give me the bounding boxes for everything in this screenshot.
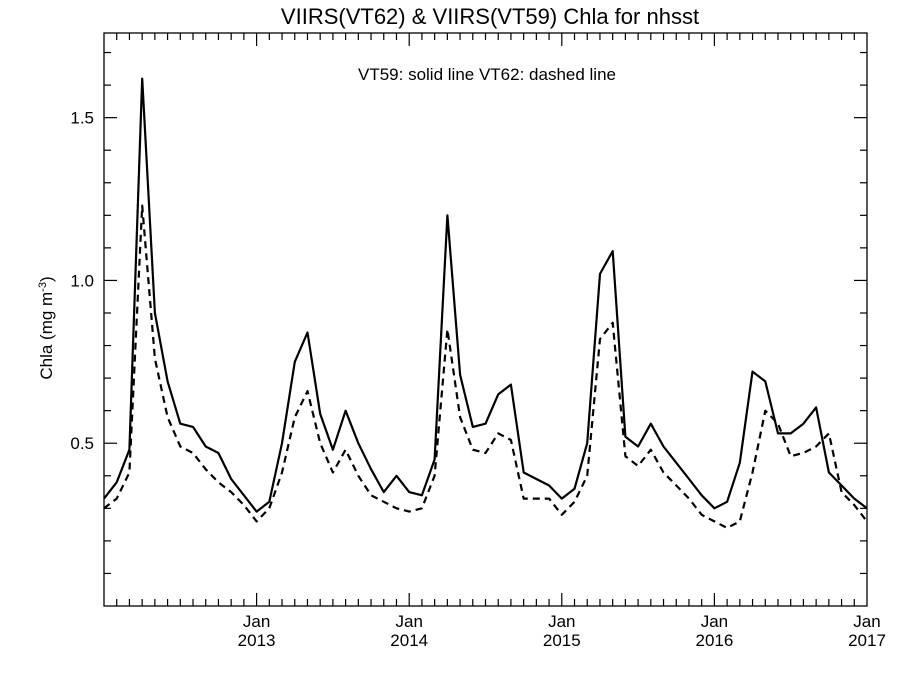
line-style-note: VT59: solid line VT62: dashed line [358, 65, 616, 84]
x-tick-year-label: 2014 [390, 631, 428, 650]
tick-labels: 0.51.01.5Jan2013Jan2014Jan2015Jan2016Jan… [70, 109, 886, 650]
x-tick-month-label: Jan [395, 612, 422, 631]
series-layer [103, 77, 868, 530]
axis-ticks [104, 33, 867, 606]
y-tick-label: 1.0 [70, 271, 94, 290]
plot-frame [103, 32, 868, 607]
series-line-vt59 [103, 77, 868, 513]
x-tick-month-label: Jan [853, 612, 880, 631]
x-tick-year-label: 2016 [695, 631, 733, 650]
x-tick-year-label: 2017 [848, 631, 886, 650]
x-tick-year-label: 2013 [238, 631, 276, 650]
x-tick-month-label: Jan [701, 612, 728, 631]
y-axis-label: Chla (mg m-3) [37, 276, 56, 379]
y-tick-label: 0.5 [70, 434, 94, 453]
x-tick-month-label: Jan [548, 612, 575, 631]
chart-title: VIIRS(VT62) & VIIRS(VT59) Chla for nhsst [281, 4, 699, 29]
y-tick-label: 1.5 [70, 109, 94, 128]
series-line-vt62 [103, 204, 868, 530]
x-tick-year-label: 2015 [543, 631, 581, 650]
x-tick-month-label: Jan [243, 612, 270, 631]
